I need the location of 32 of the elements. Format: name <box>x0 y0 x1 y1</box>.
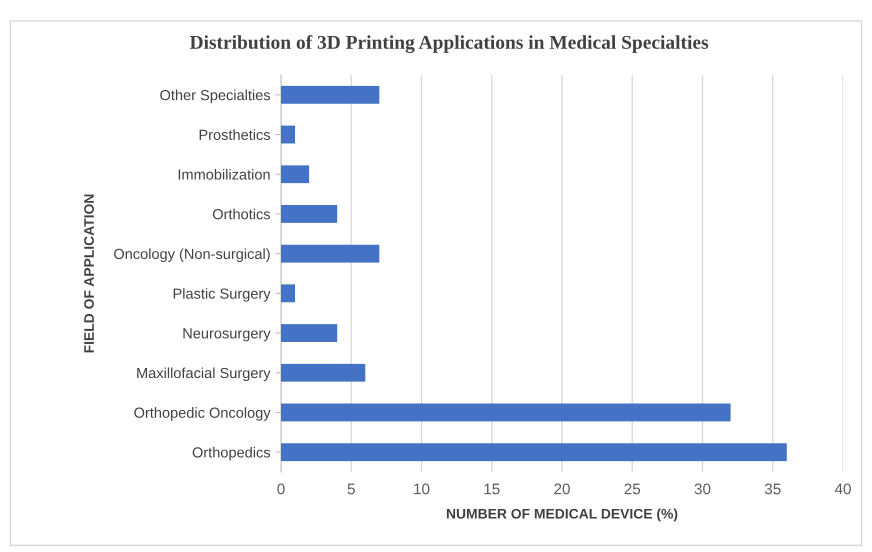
bar <box>281 364 366 382</box>
chart-title: Distribution of 3D Printing Applications in Medical Specialties <box>190 35 708 53</box>
y-tick-label: Other Specialties <box>160 90 270 104</box>
y-tick-label: Immobilization <box>178 168 270 180</box>
x-tick-label: 25 <box>624 484 640 494</box>
x-tick-label: 40 <box>834 484 851 494</box>
bar <box>281 126 296 144</box>
bar <box>281 404 731 422</box>
bar <box>281 86 380 104</box>
y-tick-label: Neurosurgery <box>183 328 271 342</box>
y-tick-label: Oncology (Non-surgical) <box>114 248 270 262</box>
y-tick-label: Orthopedic Oncology <box>134 407 271 421</box>
x-tick-label: 0 <box>277 484 285 494</box>
x-tick-label: 35 <box>764 484 781 494</box>
bar <box>281 205 338 223</box>
y-tick-label: Maxillofacial Surgery <box>137 367 271 382</box>
bar <box>281 324 338 342</box>
bar <box>281 284 296 302</box>
bar <box>281 165 310 184</box>
x-tick-label: 15 <box>484 484 500 494</box>
x-tick-label: 10 <box>414 484 430 494</box>
x-tick-label: 20 <box>554 484 570 494</box>
y-axis-title: FIELD OF APPLICATION <box>84 194 94 352</box>
y-tick-label: Plastic Surgery <box>174 288 271 302</box>
y-tick-label: Prosthetics <box>200 129 270 140</box>
x-axis-title: NUMBER OF MEDICAL DEVICE (%) <box>446 508 678 522</box>
x-tick-label: 5 <box>348 484 355 494</box>
bar <box>281 244 380 263</box>
y-tick-label: Orthotics <box>212 208 270 220</box>
x-tick-label: 30 <box>694 484 710 494</box>
y-tick-label: Orthopedics <box>192 446 270 460</box>
bar <box>281 443 787 462</box>
